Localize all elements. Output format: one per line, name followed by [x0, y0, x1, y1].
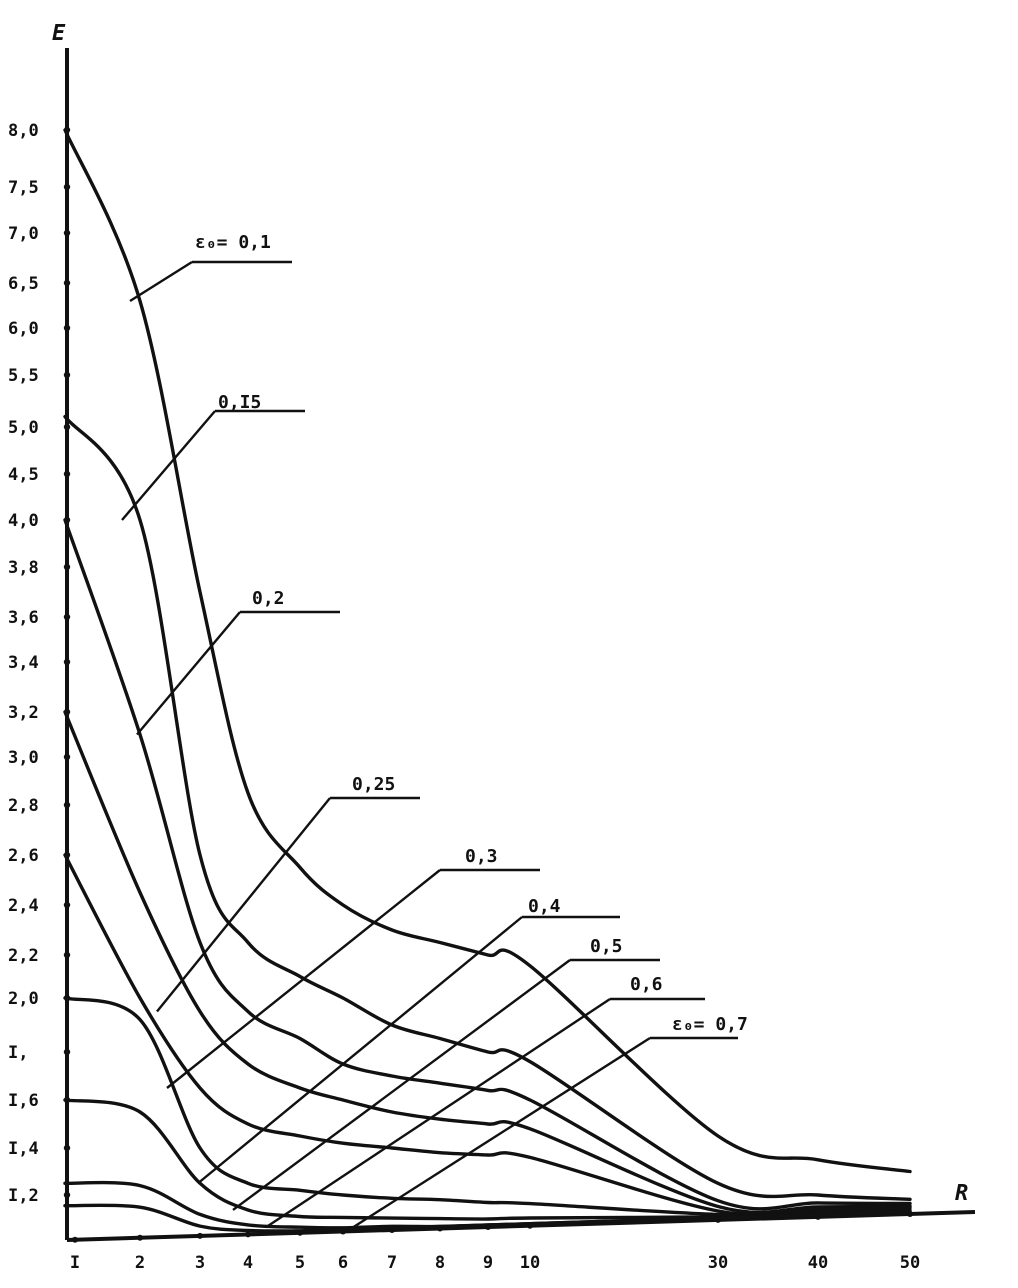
series-line-0-1: [63, 128, 912, 1174]
x-tick-label: 50: [900, 1253, 920, 1273]
label-leader-line: [156, 797, 331, 1013]
y-tick-mark: [63, 423, 71, 431]
curve-label: 0,I5: [218, 392, 261, 413]
y-tick-label: 7,0: [8, 224, 39, 244]
curve-label: ε₀= 0,7: [672, 1014, 748, 1035]
y-tick-label: 7,5: [8, 178, 39, 198]
y-tick-mark: [63, 470, 71, 478]
x-tick-mark: [245, 1231, 251, 1238]
y-tick-label: 2,0: [8, 989, 39, 1009]
x-tick-label: 7: [387, 1253, 397, 1273]
y-tick-label: 3,2: [8, 703, 39, 723]
y-tick-label: 8,0: [8, 121, 39, 141]
curve-label: 0,5: [590, 936, 623, 957]
x-tick-label: 8: [435, 1253, 445, 1273]
y-tick-mark: [63, 801, 71, 809]
y-tick-label: 2,2: [8, 946, 39, 966]
curve-label: 0,6: [630, 974, 663, 995]
y-tick-label: 2,8: [8, 796, 39, 816]
label-leader-line: [351, 1036, 651, 1229]
series-line-0-15: [63, 414, 912, 1201]
label-leader-line: [265, 998, 611, 1229]
y-tick-mark: [63, 1191, 71, 1199]
x-tick-label: 6: [338, 1253, 348, 1273]
series-line-0-7: [63, 1203, 912, 1233]
y-tick-label: 4,0: [8, 511, 39, 531]
y-tick-label: I,2: [8, 1186, 39, 1206]
y-tick-label: I,: [8, 1043, 28, 1063]
x-tick-mark: [72, 1236, 78, 1243]
y-tick-mark: [63, 613, 71, 621]
y-tick-mark: [63, 563, 71, 571]
curve-label: ε₀= 0,1: [195, 232, 271, 253]
x-axis-title: R: [955, 1181, 968, 1206]
x-tick-label: 40: [808, 1253, 828, 1273]
y-tick-label: 3,6: [8, 608, 39, 628]
curve-label: 0,25: [352, 774, 395, 795]
y-tick-label: I,4: [8, 1139, 39, 1159]
x-axis: [66, 1210, 976, 1242]
y-tick-mark: [63, 183, 71, 191]
x-tick-label: 10: [520, 1253, 540, 1273]
x-tick-label: 9: [483, 1253, 493, 1273]
label-leader-line: [232, 959, 571, 1211]
label-leader-line: [197, 916, 523, 1185]
y-ticks: I,2 I,4 I,6 I, 2,0 2,2 2,4 2,6 2,8 3,0 3,2 3,4 3,6 3,…: [8, 121, 71, 1206]
label-leader-line: [121, 410, 216, 521]
label-leader-line: [166, 869, 441, 1089]
y-tick-mark: [63, 753, 71, 761]
label-leader-line: [129, 260, 193, 303]
y-tick-label: 3,8: [8, 558, 39, 578]
x-tick-label: I: [70, 1253, 80, 1273]
x-tick-label: 5: [295, 1253, 305, 1273]
series-line-0-2: [63, 518, 912, 1211]
y-tick-label: 2,4: [8, 896, 39, 916]
series-line-0-3: [63, 853, 912, 1217]
y-tick-mark: [63, 658, 71, 666]
y-tick-label: 3,0: [8, 748, 39, 768]
y-tick-mark: [63, 1144, 71, 1152]
x-tick-label: 2: [135, 1253, 145, 1273]
y-tick-mark: [63, 951, 71, 959]
y-tick-mark: [63, 324, 71, 332]
label-leader-line: [136, 611, 241, 736]
y-tick-label: 5,5: [8, 366, 39, 386]
y-tick-label: 5,0: [8, 418, 39, 438]
y-tick-label: 6,5: [8, 274, 39, 294]
curve-label: 0,2: [252, 588, 285, 609]
series-line-0-4: [63, 996, 912, 1217]
x-tick-mark: [137, 1234, 143, 1241]
curves: [63, 128, 912, 1233]
x-tick-mark: [197, 1232, 203, 1239]
curve-labels: ε₀= 0,1 0,I5 0,2 0,25 0,3 0,4 0,5 0,6 ε₀= 0,7: [121, 232, 748, 1229]
x-tick-label: 30: [708, 1253, 728, 1273]
y-tick-label: 3,4: [8, 653, 39, 673]
y-tick-label: 6,0: [8, 319, 39, 339]
curve-label: 0,4: [528, 896, 561, 917]
x-tick-label: 3: [195, 1253, 205, 1273]
curve-label: 0,3: [465, 846, 498, 867]
y-axis-title: E: [52, 21, 66, 46]
axes: E R: [52, 21, 976, 1242]
y-tick-label: 2,6: [8, 846, 39, 866]
y-tick-mark: [63, 901, 71, 909]
y-tick-mark: [63, 279, 71, 287]
series-line-0-25: [63, 710, 912, 1215]
y-tick-mark: [63, 1048, 71, 1056]
y-tick-label: I,6: [8, 1091, 39, 1111]
x-tick-label: 4: [243, 1253, 253, 1273]
y-tick-label: 4,5: [8, 465, 39, 485]
y-tick-mark: [63, 229, 71, 237]
y-tick-mark: [63, 371, 71, 379]
